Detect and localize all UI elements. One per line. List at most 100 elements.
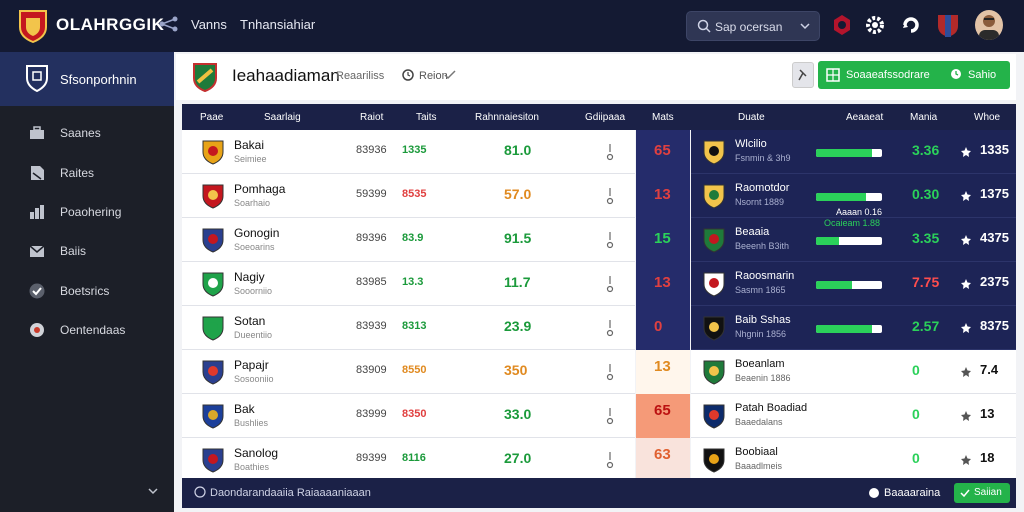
team-sub: Dueentiio — [234, 330, 273, 340]
col-header[interactable]: Whoe — [974, 112, 1001, 123]
opponent-sub: Nhgnin 1856 — [735, 329, 787, 339]
col-header[interactable]: Duate — [738, 112, 765, 123]
team-name: Papajr — [234, 358, 269, 372]
star-icon[interactable] — [960, 146, 972, 158]
cell-value: 83939 — [356, 320, 387, 332]
action-button[interactable]: Soaaeafssodrare Sahio — [818, 61, 1010, 89]
stat-value-2: 1375 — [980, 186, 1009, 201]
team-name: Bak — [234, 402, 255, 416]
star-icon[interactable] — [960, 322, 972, 334]
chevron-down-icon[interactable] — [146, 484, 160, 498]
opponent-crest-icon — [703, 448, 725, 473]
opponent-crest-icon — [703, 184, 725, 209]
sort-handle-icon[interactable] — [605, 230, 615, 250]
sort-handle-icon[interactable] — [605, 406, 615, 426]
opponent-name: Patah Boadiad — [735, 402, 808, 414]
cell-value: 59399 — [356, 188, 387, 200]
col-header[interactable]: Taits — [416, 112, 437, 123]
sidebar-header[interactable]: Sfsonporhnin — [0, 52, 174, 106]
footer-text: Daondarandaaiia Raiaaaaniaaan — [210, 487, 371, 499]
search-input[interactable]: Sap ocersan — [686, 11, 820, 41]
star-icon[interactable] — [960, 190, 972, 202]
table-footer: Daondarandaaiia Raiaaaaniaaan Baaaaraina… — [182, 478, 1016, 508]
sidebar-title: Sfsonporhnin — [60, 72, 137, 87]
opponent-crest-icon — [703, 316, 725, 341]
record-icon[interactable] — [828, 11, 856, 39]
stat-value: 0.30 — [912, 186, 940, 202]
score-value: 13 — [654, 358, 671, 375]
nav-link-2[interactable]: Tnhansiahiar — [240, 17, 316, 32]
briefcase-icon — [30, 126, 44, 139]
col-header[interactable]: Paae — [200, 112, 224, 123]
cell-value: 33.0 — [504, 406, 532, 422]
col-header[interactable]: Rahnnaiesiton — [475, 112, 539, 123]
col-header[interactable]: Saarlaig — [264, 112, 301, 123]
gear-icon[interactable] — [861, 11, 889, 39]
sidebar-item-6[interactable]: Oentendaas — [0, 315, 174, 345]
stat-value-2: 2375 — [980, 274, 1009, 289]
star-icon[interactable] — [960, 410, 972, 422]
star-icon[interactable] — [960, 454, 972, 466]
opponent-name: Raoosmarin — [735, 270, 795, 282]
match-cell[interactable] — [691, 394, 1016, 438]
star-icon[interactable] — [960, 366, 972, 378]
stat-value-2: 8375 — [980, 318, 1009, 333]
opponent-sub: Beeenh B3ith — [735, 241, 790, 251]
check-circle-icon — [29, 283, 45, 299]
cell-value: 350 — [504, 362, 528, 378]
sidebar-item-4[interactable]: Baiis — [0, 236, 174, 266]
col-header[interactable]: Raiot — [360, 112, 384, 123]
cell-value: 1335 — [402, 144, 427, 156]
team-sub: Soeoarins — [234, 242, 275, 252]
page-meta: Reion — [419, 70, 448, 82]
chevron-down-icon — [800, 23, 810, 30]
team-crest-icon — [202, 316, 224, 341]
col-header[interactable]: Mats — [652, 112, 674, 123]
progress-bar — [816, 281, 882, 289]
sidebar-item-3[interactable]: Poaohering — [0, 197, 174, 227]
sidebar-item-2[interactable]: Raites — [0, 158, 174, 188]
opponent-name: Boeanlam — [735, 358, 785, 370]
sort-handle-icon[interactable] — [605, 318, 615, 338]
col-header[interactable]: Mania — [910, 112, 938, 123]
col-header[interactable]: Aeaaeat — [846, 112, 884, 123]
star-icon[interactable] — [960, 278, 972, 290]
sidebar-item-label: Baiis — [60, 244, 87, 258]
opponent-crest-icon — [703, 360, 725, 385]
stat-value-2: 18 — [980, 450, 995, 465]
sidebar-item-label: Oentendaas — [60, 323, 126, 337]
team-logo-icon — [193, 63, 217, 92]
sort-handle-icon[interactable] — [605, 186, 615, 206]
sidebar-item-label: Boetsrics — [60, 284, 110, 298]
opponent-sub: Baaadlmeis — [735, 461, 783, 471]
footer-button[interactable]: Saiian — [954, 483, 1010, 503]
match-cell[interactable] — [691, 350, 1016, 394]
nav-link-1[interactable]: Vanns — [191, 17, 227, 32]
sort-handle-icon[interactable] — [605, 274, 615, 294]
sort-handle-icon[interactable] — [605, 142, 615, 162]
sort-handle-icon[interactable] — [605, 362, 615, 382]
score-cell: 13 — [636, 350, 690, 394]
team-sub: Sosooniio — [234, 374, 274, 384]
team-badge-icon[interactable] — [934, 11, 962, 39]
star-icon[interactable] — [960, 234, 972, 246]
stat-value: 2.57 — [912, 318, 940, 334]
sidebar-item-5[interactable]: Boetsrics — [0, 276, 174, 306]
col-header[interactable]: Gdiipaaa — [585, 112, 626, 123]
team-sub: Bushlies — [234, 418, 269, 428]
progress-fill — [816, 237, 840, 245]
opponent-name: Raomotdor — [735, 182, 790, 194]
sort-handle-icon[interactable] — [605, 450, 615, 470]
refresh-icon[interactable] — [897, 11, 925, 39]
opponent-name: Wlcilio — [735, 138, 767, 150]
share-icon[interactable] — [158, 14, 180, 34]
footer-button-label: Saiian — [974, 487, 1002, 498]
sidebar-item-1[interactable]: Saanes — [0, 118, 174, 148]
match-cell[interactable] — [691, 438, 1016, 482]
cell-value: 83936 — [356, 144, 387, 156]
user-avatar[interactable] — [975, 10, 1003, 40]
club-crest-icon[interactable] — [18, 9, 48, 43]
pin-button[interactable] — [792, 62, 814, 88]
team-sub: Soarhaio — [234, 198, 271, 208]
search-text: Sap ocersan — [715, 20, 783, 34]
